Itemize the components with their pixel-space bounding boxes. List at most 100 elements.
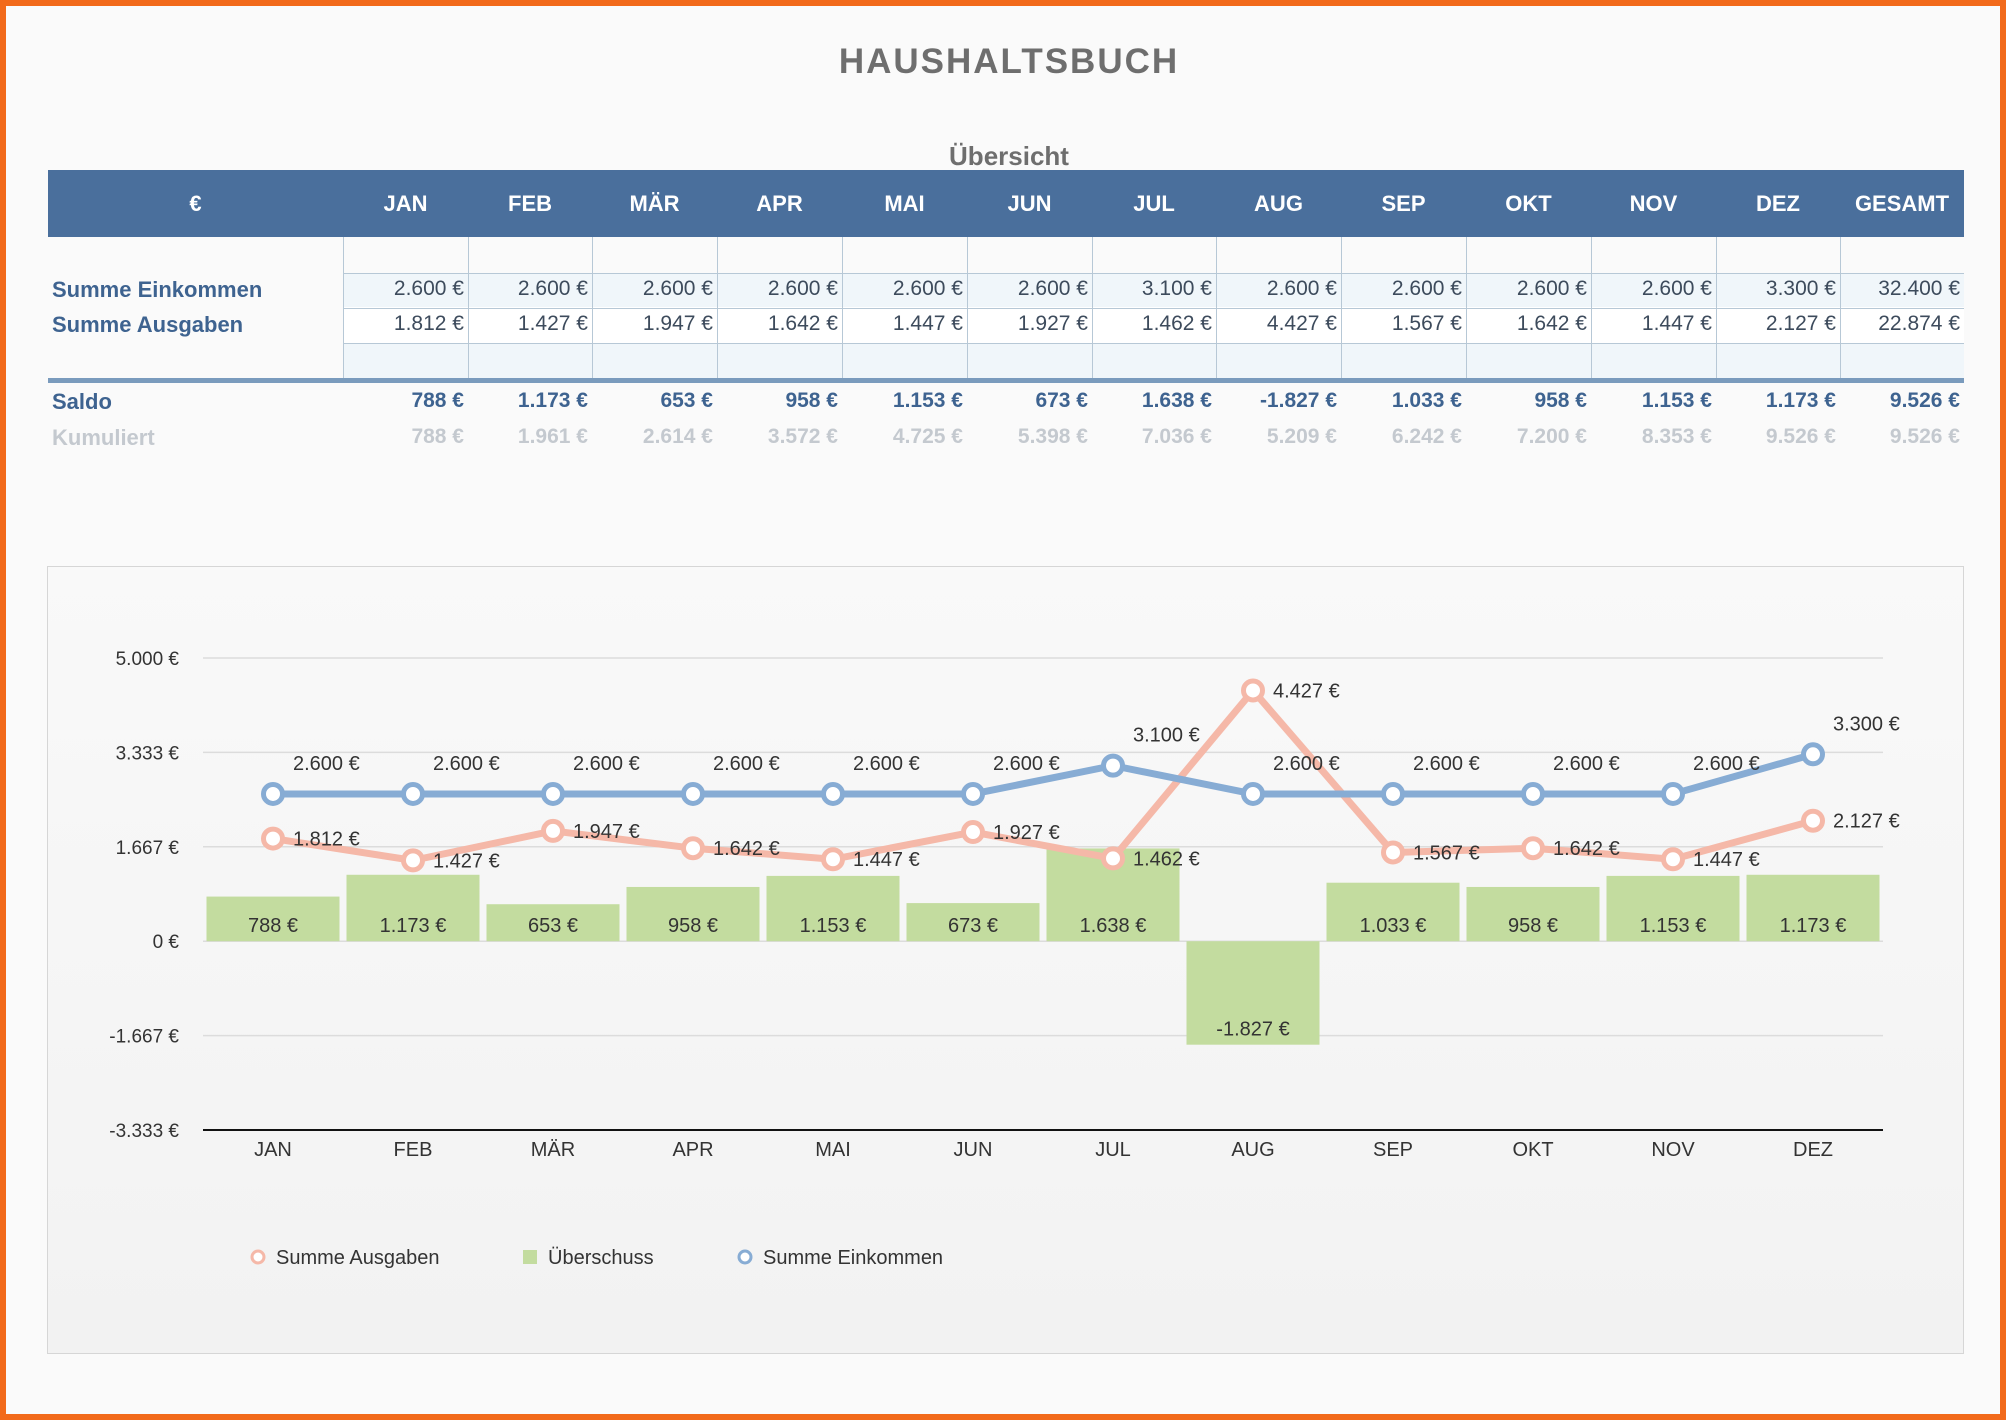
ausgaben-data-label: 1.947 € [573,821,640,843]
cell-cumulative: 4.725 € [892,425,963,448]
cell-saldo: 1.638 € [1141,389,1212,412]
point-summe-einkommen [821,781,845,806]
einkommen-data-label: 2.600 € [1693,753,1760,775]
bar-ueberschuss [1326,882,1460,942]
ausgaben-data-label: 1.462 € [1133,848,1200,870]
y-tick-label: 0 € [153,932,180,953]
point-summe-einkommen [681,781,705,806]
bar-data-label: -1.827 € [1216,1019,1289,1041]
ausgaben-data-label: 1.427 € [433,850,500,872]
einkommen-data-label: 2.600 € [1273,753,1340,775]
bar-ueberschuss [1186,941,1320,1045]
x-tick-label: AUG [1231,1139,1274,1161]
header-month: MÄR [629,191,680,216]
cell-expenses: 22.874 € [1878,312,1960,335]
point-summe-einkommen [1661,781,1685,806]
cell-saldo: 1.173 € [1765,389,1836,412]
ausgaben-data-label: 1.642 € [713,838,780,860]
point-summe-ausgaben [1241,678,1265,703]
cell-saldo: 9.526 € [1889,389,1960,412]
cell-expenses: 1.462 € [1141,312,1212,335]
point-summe-ausgaben [1661,847,1685,872]
bar-data-label: 958 € [668,915,718,937]
line-summe-einkommen [269,750,1817,798]
cell-expenses: 1.927 € [1017,312,1088,335]
ausgaben-data-label: 1.447 € [853,849,920,871]
page-title: HAUSHALTSBUCH [838,42,1180,81]
cell-saldo: 1.153 € [1641,389,1712,412]
cell-income: 2.600 € [1391,277,1462,300]
bar-ueberschuss [1746,874,1880,942]
legend-marker-ausgaben [250,1249,266,1265]
cell-saldo: 1.033 € [1391,389,1462,412]
row-label-saldo: Saldo [52,389,112,414]
point-summe-ausgaben [401,848,425,873]
table-col-divider [1216,237,1217,378]
point-summe-einkommen [1241,781,1265,806]
header-month: OKT [1505,191,1552,216]
ausgaben-data-label: 1.812 € [293,829,360,851]
row-label-income: Summe Einkommen [52,277,263,302]
legend-marker-ueberschuss [523,1250,537,1264]
cell-saldo: 958 € [1534,389,1587,412]
ausgaben-data-label: 1.447 € [1693,849,1760,871]
cell-income: 3.300 € [1765,277,1836,300]
cell-income: 2.600 € [767,277,838,300]
x-tick-label: MAI [815,1139,851,1161]
header-month: JUL [1133,191,1175,216]
header-month: MAI [884,191,925,216]
table-col-divider [1341,237,1342,378]
einkommen-data-label: 2.600 € [433,753,500,775]
bar-data-label: 958 € [1508,915,1558,937]
x-tick-label: JUN [954,1139,993,1161]
cell-expenses: 1.812 € [393,312,464,335]
x-tick-label: OKT [1512,1139,1553,1161]
table-saldo-divider [48,378,1964,383]
cell-cumulative: 6.242 € [1391,425,1462,448]
y-tick-label: 5.000 € [116,649,180,670]
x-tick-label: DEZ [1793,1139,1833,1161]
cell-saldo: 653 € [660,389,713,412]
cell-cumulative: 7.036 € [1141,425,1212,448]
bar-data-label: 1.153 € [800,915,867,937]
legend-label-ueberschuss: Überschuss [548,1247,654,1269]
bar-data-label: 673 € [948,915,998,937]
legend-marker-einkommen [737,1249,753,1265]
cell-expenses: 1.447 € [892,312,963,335]
cell-saldo: 673 € [1035,389,1088,412]
cell-saldo: 958 € [785,389,838,412]
cell-cumulative: 9.526 € [1889,425,1960,448]
bar-ueberschuss [626,886,760,942]
budget-chart: 5.000 € 3.333 € 1.667 € 0 € -1.667 € -3.333 €… [109,649,1900,1269]
bar-data-label: 1.033 € [1360,915,1427,937]
point-summe-einkommen [541,781,565,806]
x-tick-label: MÄR [531,1139,575,1161]
header-month: AUG [1254,191,1303,216]
point-summe-einkommen [1381,781,1405,806]
ausgaben-data-label: 1.927 € [993,822,1060,844]
table-col-divider [717,237,718,378]
x-tick-label: NOV [1651,1139,1695,1161]
einkommen-data-label: 2.600 € [573,753,640,775]
bar-data-label: 1.173 € [1780,915,1847,937]
table-band [343,343,1964,378]
ausgaben-data-label: 1.567 € [1413,842,1480,864]
bar-ueberschuss [486,904,620,942]
cell-saldo: 1.153 € [892,389,963,412]
table-row-divider [343,343,1964,344]
point-summe-ausgaben [1381,840,1405,865]
bar-ueberschuss [1606,875,1740,942]
legend-label-einkommen: Summe Einkommen [763,1247,943,1269]
header-currency: € [189,191,202,216]
ausgaben-data-label: 2.127 € [1833,811,1900,833]
cell-cumulative: 1.961 € [517,425,588,448]
table-band [343,273,1964,309]
ausgaben-data-label: 4.427 € [1273,680,1340,702]
point-summe-einkommen [261,781,285,806]
cell-income: 2.600 € [1266,277,1337,300]
einkommen-data-label: 2.600 € [1413,753,1480,775]
cell-saldo: -1.827 € [1259,389,1337,412]
point-summe-ausgaben [1521,836,1545,861]
cell-income: 2.600 € [517,277,588,300]
table-col-divider [468,237,469,378]
